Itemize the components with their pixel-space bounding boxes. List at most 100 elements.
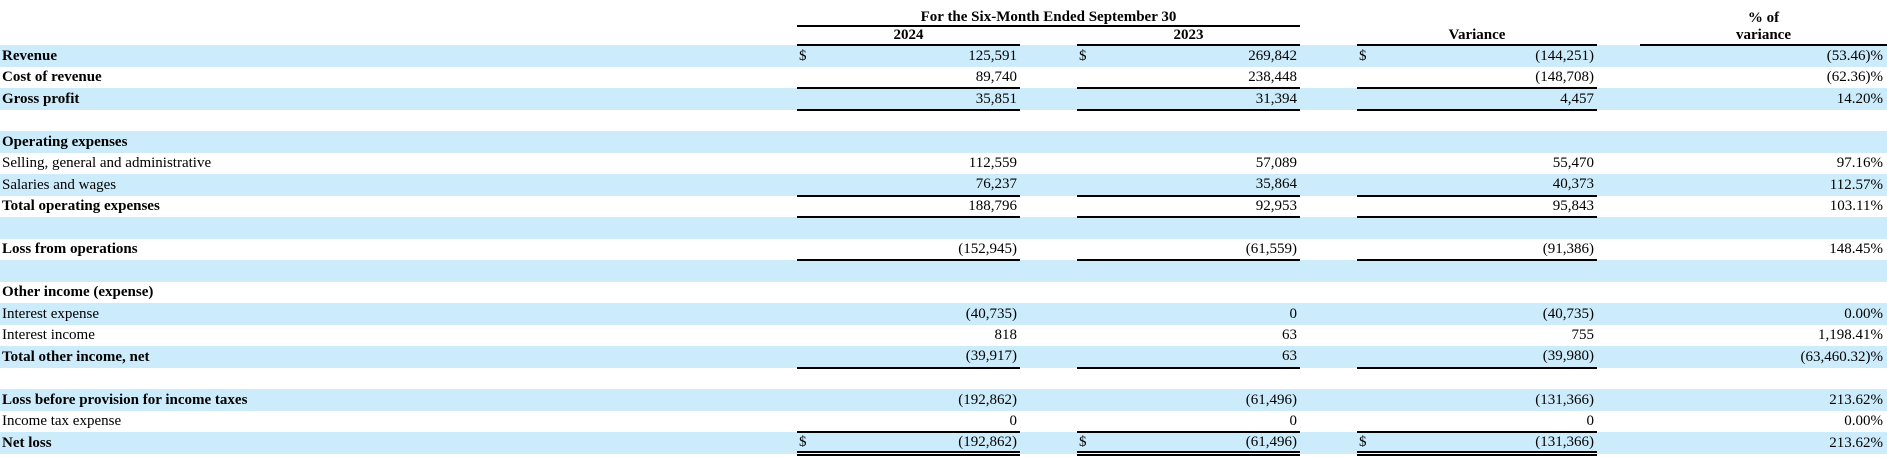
column-gap	[1300, 389, 1357, 411]
amount-2024: (40,735)	[965, 305, 1017, 322]
amount-2023: 238,448	[1248, 68, 1297, 85]
value-pct-variance: 148.45%	[1640, 239, 1887, 261]
table-row: Gross profit 35,851 31,394 4,457 14.20%	[0, 88, 1887, 111]
row-label: Cost of revenue	[2, 69, 102, 85]
amount-pct-variance: 103.11%	[1829, 198, 1883, 214]
value-pct-variance	[1640, 110, 1887, 132]
column-gap	[1597, 282, 1640, 304]
dollar-sign: $	[1079, 433, 1087, 450]
amount-2023: 35,864	[1255, 176, 1297, 192]
amount-2024: 125,591	[968, 48, 1017, 64]
dollar-sign: $	[1359, 433, 1367, 450]
value-2023: (61,496)	[1077, 389, 1300, 411]
column-gap	[650, 389, 797, 411]
amount-2023: (61,559)	[1245, 240, 1297, 257]
column-gap	[650, 67, 797, 89]
value-pct-variance: (62.36)%	[1640, 67, 1887, 89]
amount-2023: 92,953	[1255, 198, 1297, 214]
value-2024: 0	[797, 410, 1020, 433]
column-gap	[650, 282, 797, 304]
value-variance: (91,386)	[1357, 238, 1597, 261]
column-gap	[1300, 303, 1357, 325]
header-spacer	[1300, 7, 1357, 26]
amount-variance: (131,366)	[1535, 433, 1594, 450]
row-label: Revenue	[2, 47, 57, 64]
value-pct-variance: 1,198.41%	[1640, 325, 1887, 347]
header-spacer	[0, 7, 650, 26]
column-gap	[650, 368, 797, 390]
column-gap	[1020, 196, 1077, 218]
value-pct-variance	[1640, 282, 1887, 304]
column-header-variance: Variance	[1357, 26, 1597, 46]
amount-2023: 0	[1289, 412, 1298, 429]
column-header-pct-variance: variance	[1640, 26, 1887, 46]
amount-pct-variance: 97.16%	[1836, 155, 1883, 171]
row-label	[0, 217, 650, 239]
amount-pct-variance: 0.00%	[1844, 305, 1883, 322]
value-2023	[1077, 282, 1300, 304]
row-label: Net loss	[2, 434, 52, 451]
value-2023: (61,559)	[1077, 238, 1300, 261]
value-variance: 4,457	[1357, 88, 1597, 111]
table-row: Interest expense (40,735) 0 (40,735) 0.0…	[0, 303, 1887, 325]
value-variance	[1357, 368, 1597, 390]
value-pct-variance	[1640, 131, 1887, 153]
value-2023: 63	[1077, 325, 1300, 347]
amount-2023: 31,394	[1255, 90, 1297, 107]
table-row: Salaries and wages 76,237 35,864 40,373 …	[0, 174, 1887, 197]
column-header-2024: 2024	[797, 26, 1020, 46]
value-2023: 31,394	[1077, 88, 1300, 111]
value-variance: 0	[1357, 410, 1597, 433]
column-gap	[1020, 239, 1077, 261]
column-gap	[1300, 239, 1357, 261]
amount-variance: (39,980)	[1542, 348, 1594, 364]
column-gap	[1597, 153, 1640, 175]
value-2023: 0	[1077, 410, 1300, 433]
column-gap	[1300, 88, 1357, 110]
table-row: Loss before provision for income taxes (…	[0, 389, 1887, 411]
value-variance	[1357, 282, 1597, 304]
column-gap	[1020, 389, 1077, 411]
table-row: Operating expenses	[0, 131, 1887, 153]
value-pct-variance: (63,460.32)%	[1640, 346, 1887, 368]
amount-2023: 63	[1282, 348, 1297, 364]
column-gap	[1300, 110, 1357, 132]
income-statement-table: For the Six-Month Ended September 30 % o…	[0, 7, 1887, 456]
row-label: Total operating expenses	[2, 198, 160, 214]
value-2023	[1077, 217, 1300, 239]
column-gap	[1300, 153, 1357, 175]
column-gap	[1597, 303, 1640, 325]
column-gap	[650, 174, 797, 196]
column-gap	[1300, 260, 1357, 282]
table-row: Net loss $ (192,862) $ (61,496) $ (131,366)…	[0, 432, 1887, 456]
header-spacer	[0, 26, 650, 45]
column-gap	[650, 432, 797, 454]
value-2024: $125,591	[797, 45, 1020, 67]
column-gap	[1020, 88, 1077, 110]
amount-variance: 40,373	[1552, 176, 1594, 192]
value-2023	[1077, 110, 1300, 132]
value-variance: 40,373	[1357, 174, 1597, 197]
amount-2023: (61,496)	[1245, 433, 1297, 450]
column-gap	[1597, 368, 1640, 390]
value-2023: 238,448	[1077, 66, 1300, 89]
column-gap	[1300, 67, 1357, 89]
column-gap	[1300, 411, 1357, 433]
amount-variance: (148,708)	[1535, 68, 1594, 85]
amount-pct-variance: (63,460.32)%	[1800, 348, 1884, 365]
column-gap	[1300, 432, 1357, 454]
value-2023: 63	[1077, 346, 1300, 369]
column-gap	[1597, 325, 1640, 347]
value-pct-variance: 112.57%	[1640, 174, 1887, 196]
amount-pct-variance: 0.00%	[1844, 413, 1883, 429]
amount-variance: 0	[1586, 412, 1595, 429]
amount-2023: (61,496)	[1245, 391, 1297, 408]
amount-2024: 0	[1009, 412, 1018, 429]
row-label	[0, 368, 650, 390]
pct-of-header-line1: % of	[1747, 9, 1780, 26]
table-row: Cost of revenue 89,740 238,448 (148,708)…	[0, 66, 1887, 89]
amount-pct-variance: 1,198.41%	[1818, 327, 1883, 343]
value-variance	[1357, 260, 1597, 282]
column-gap	[1020, 325, 1077, 347]
amount-2024: 76,237	[975, 176, 1017, 192]
